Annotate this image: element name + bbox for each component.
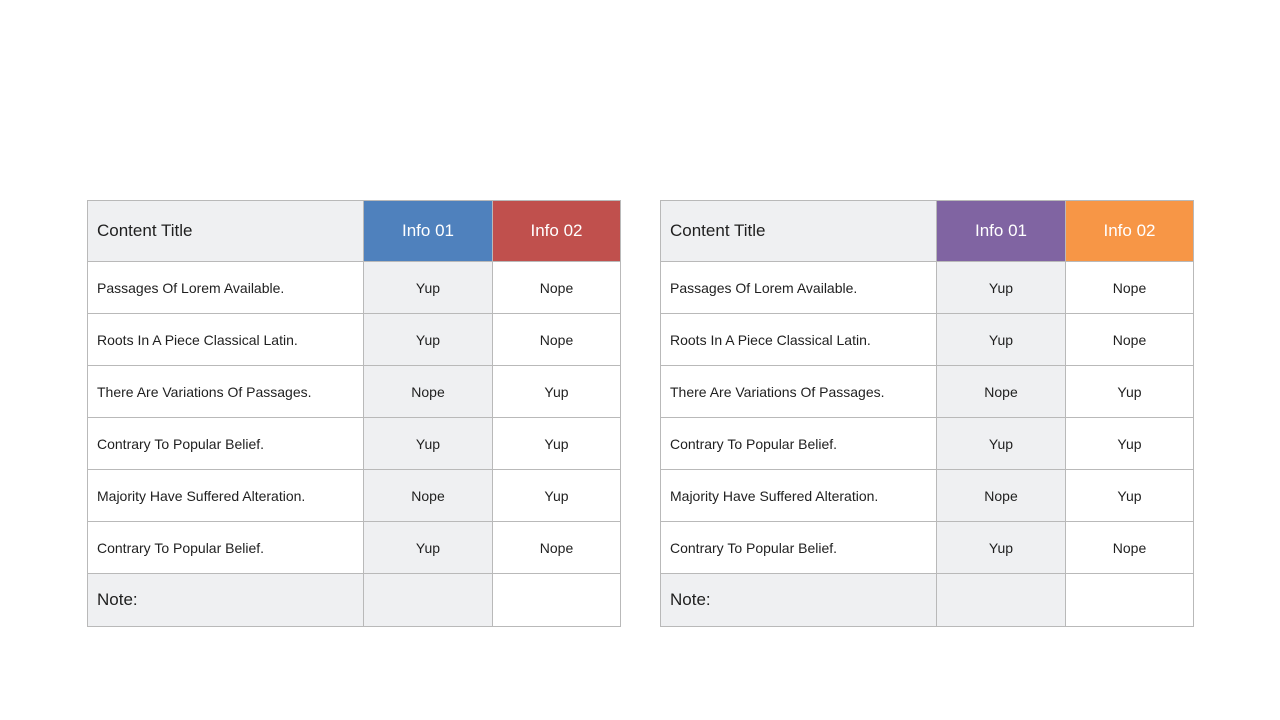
comparison-table-right: Content Title Info 01 Info 02 Passages O… [660, 200, 1194, 627]
note-info-01-cell [936, 573, 1066, 627]
note-info-02-cell [492, 573, 621, 627]
note-label: Note: [660, 573, 937, 627]
row-info-01: Yup [363, 521, 493, 574]
row-info-01: Nope [936, 365, 1066, 418]
row-label: Majority Have Suffered Alteration. [87, 469, 364, 522]
comparison-table-left: Content Title Info 01 Info 02 Passages O… [87, 200, 621, 627]
table-row: Roots In A Piece Classical Latin. Yup No… [660, 313, 1194, 366]
header-content-title: Content Title [660, 200, 937, 262]
note-info-02-cell [1065, 573, 1194, 627]
table-row: There Are Variations Of Passages. Nope Y… [660, 365, 1194, 418]
row-info-01: Yup [363, 313, 493, 366]
row-label: Contrary To Popular Belief. [660, 521, 937, 574]
row-info-02: Nope [1065, 261, 1194, 314]
row-info-01: Yup [936, 521, 1066, 574]
row-label: There Are Variations Of Passages. [660, 365, 937, 418]
row-label: Passages Of Lorem Available. [660, 261, 937, 314]
row-info-02: Yup [492, 365, 621, 418]
row-info-01: Yup [936, 261, 1066, 314]
header-content-title: Content Title [87, 200, 364, 262]
row-info-02: Yup [1065, 469, 1194, 522]
row-label: Passages Of Lorem Available. [87, 261, 364, 314]
table-row: Contrary To Popular Belief. Yup Yup [87, 417, 621, 470]
header-info-01: Info 01 [936, 200, 1066, 262]
row-info-01: Yup [936, 313, 1066, 366]
table-row: Passages Of Lorem Available. Yup Nope [87, 261, 621, 314]
table-row: Roots In A Piece Classical Latin. Yup No… [87, 313, 621, 366]
table-row: There Are Variations Of Passages. Nope Y… [87, 365, 621, 418]
row-label: Contrary To Popular Belief. [660, 417, 937, 470]
row-label: There Are Variations Of Passages. [87, 365, 364, 418]
row-info-02: Yup [1065, 417, 1194, 470]
row-info-02: Yup [492, 469, 621, 522]
table-row: Passages Of Lorem Available. Yup Nope [660, 261, 1194, 314]
row-info-01: Yup [363, 417, 493, 470]
row-label: Contrary To Popular Belief. [87, 521, 364, 574]
table-header-row: Content Title Info 01 Info 02 [660, 200, 1194, 262]
table-row: Majority Have Suffered Alteration. Nope … [660, 469, 1194, 522]
table-row: Contrary To Popular Belief. Yup Yup [660, 417, 1194, 470]
header-info-02: Info 02 [1065, 200, 1194, 262]
row-info-01: Nope [363, 365, 493, 418]
row-info-02: Nope [492, 521, 621, 574]
note-row: Note: [87, 573, 621, 627]
row-label: Roots In A Piece Classical Latin. [660, 313, 937, 366]
row-label: Roots In A Piece Classical Latin. [87, 313, 364, 366]
row-label: Majority Have Suffered Alteration. [660, 469, 937, 522]
table-row: Contrary To Popular Belief. Yup Nope [660, 521, 1194, 574]
note-row: Note: [660, 573, 1194, 627]
row-info-02: Nope [1065, 313, 1194, 366]
note-info-01-cell [363, 573, 493, 627]
row-info-02: Nope [492, 313, 621, 366]
row-info-01: Yup [936, 417, 1066, 470]
table-row: Contrary To Popular Belief. Yup Nope [87, 521, 621, 574]
row-info-01: Yup [363, 261, 493, 314]
note-label: Note: [87, 573, 364, 627]
row-info-02: Yup [492, 417, 621, 470]
row-info-01: Nope [363, 469, 493, 522]
row-label: Contrary To Popular Belief. [87, 417, 364, 470]
row-info-02: Yup [1065, 365, 1194, 418]
row-info-02: Nope [1065, 521, 1194, 574]
table-row: Majority Have Suffered Alteration. Nope … [87, 469, 621, 522]
row-info-01: Nope [936, 469, 1066, 522]
table-header-row: Content Title Info 01 Info 02 [87, 200, 621, 262]
header-info-01: Info 01 [363, 200, 493, 262]
header-info-02: Info 02 [492, 200, 621, 262]
row-info-02: Nope [492, 261, 621, 314]
